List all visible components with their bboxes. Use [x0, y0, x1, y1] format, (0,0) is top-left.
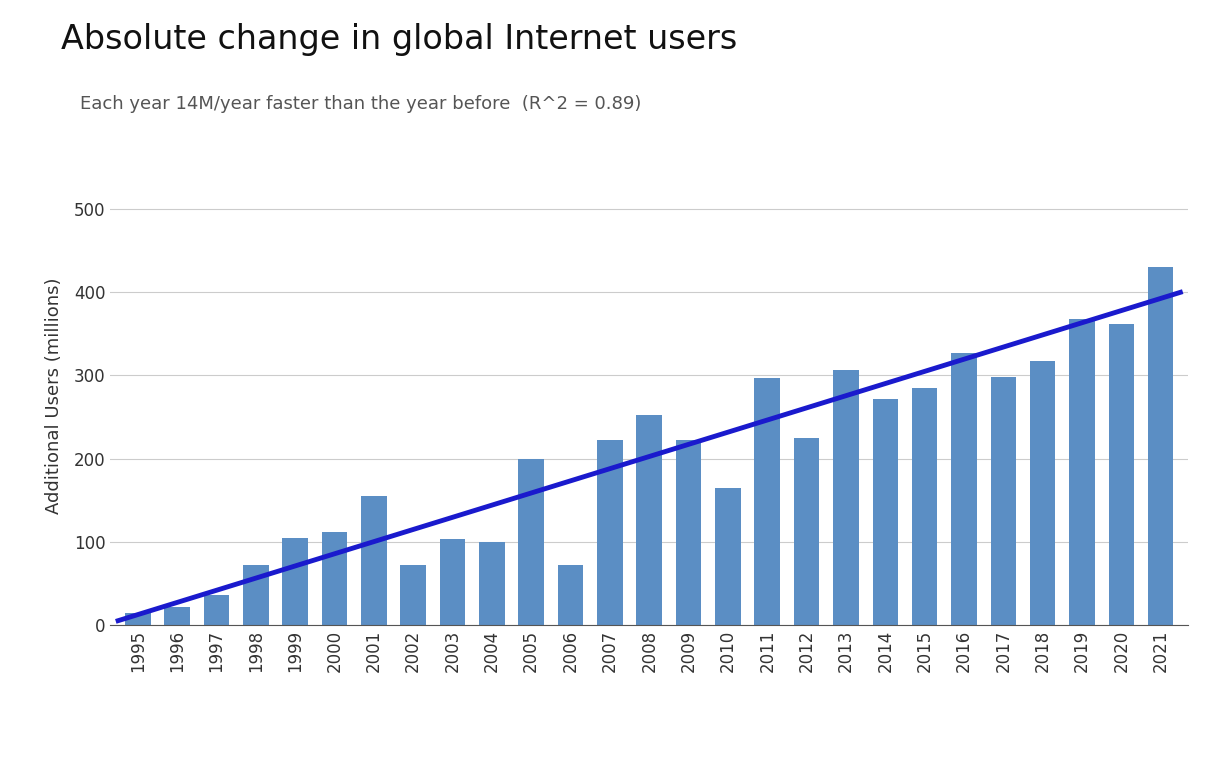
Bar — [243, 565, 268, 625]
Bar — [1030, 361, 1056, 625]
Bar — [203, 595, 229, 625]
Bar — [1069, 319, 1095, 625]
Bar — [872, 399, 898, 625]
Bar — [911, 388, 937, 625]
Bar — [597, 440, 622, 625]
Bar — [833, 370, 859, 625]
Bar — [401, 565, 426, 625]
Y-axis label: Additional Users (millions): Additional Users (millions) — [44, 278, 62, 514]
Bar — [164, 607, 190, 625]
Text: Each year 14M/year faster than the year before  (R^2 = 0.89): Each year 14M/year faster than the year … — [80, 95, 641, 114]
Bar — [715, 488, 741, 625]
Bar — [1148, 267, 1174, 625]
Bar — [557, 565, 583, 625]
Bar — [518, 459, 544, 625]
Bar — [322, 532, 348, 625]
Bar — [794, 438, 820, 625]
Bar — [283, 537, 307, 625]
Text: Absolute change in global Internet users: Absolute change in global Internet users — [61, 23, 737, 56]
Bar — [361, 496, 387, 625]
Bar — [440, 539, 466, 625]
Bar — [125, 613, 151, 625]
Bar — [479, 542, 505, 625]
Bar — [637, 415, 662, 625]
Bar — [1109, 324, 1134, 625]
Bar — [991, 377, 1016, 625]
Bar — [755, 378, 780, 625]
Bar — [676, 440, 702, 625]
Bar — [951, 353, 976, 625]
